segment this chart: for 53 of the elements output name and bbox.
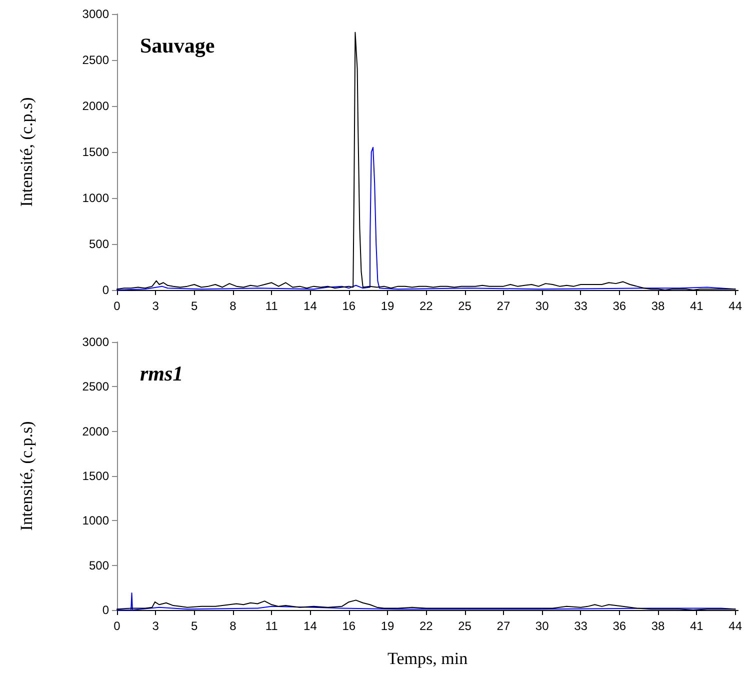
x-tick-label: 5 <box>190 619 198 633</box>
x-tick-label: 27 <box>496 619 510 633</box>
y-tick-label: 2500 <box>82 53 110 67</box>
x-tick-label: 41 <box>690 619 704 633</box>
x-tick-label: 44 <box>728 619 742 633</box>
x-tick-label: 14 <box>304 299 318 313</box>
x-tick-label: 22 <box>419 299 434 313</box>
y-tick-label: 1500 <box>82 469 110 483</box>
x-tick-label: 22 <box>419 619 434 633</box>
x-tick-label: 19 <box>380 299 395 313</box>
x-tick-label: 11 <box>265 619 278 633</box>
y-tick-label: 2000 <box>82 99 110 113</box>
y-tick-label: 2000 <box>82 424 110 438</box>
y-axis-title: Intensité, (c.p.s) <box>17 421 36 531</box>
x-tick-label: 0 <box>114 619 121 633</box>
text: rms1 <box>140 362 184 386</box>
x-tick-label: 0 <box>114 299 121 313</box>
x-tick-label: 36 <box>612 619 626 633</box>
x-tick-label: 38 <box>651 299 666 313</box>
y-tick-label: 1000 <box>82 514 110 528</box>
x-tick-label: 14 <box>304 619 318 633</box>
y-tick-label: 1000 <box>82 191 110 205</box>
x-tick-label: 44 <box>728 299 742 313</box>
x-tick-label: 8 <box>230 299 237 313</box>
x-tick-label: 36 <box>612 299 626 313</box>
y-tick-label: 0 <box>102 283 110 297</box>
x-tick-label: 41 <box>690 299 704 313</box>
x-tick-label: 38 <box>651 619 666 633</box>
x-tick-label: 3 <box>152 619 160 633</box>
x-tick-label: 25 <box>458 299 472 313</box>
x-tick-label: 16 <box>342 619 356 633</box>
x-tick-label: 5 <box>190 299 198 313</box>
y-tick-label: 3000 <box>82 335 110 349</box>
y-tick-label: 500 <box>88 237 110 251</box>
x-tick-label: 8 <box>230 619 237 633</box>
x-tick-label: 30 <box>535 299 550 313</box>
text: Sauvage <box>140 34 215 58</box>
x-tick-label: 33 <box>574 619 588 633</box>
x-tick-label: 3 <box>152 299 160 313</box>
y-tick-label: 500 <box>88 558 110 572</box>
y-tick-label: 0 <box>102 603 110 617</box>
x-tick-label: 33 <box>574 299 588 313</box>
y-tick-label: 3000 <box>82 7 110 21</box>
y-axis-title: Intensité, (c.p.s) <box>17 97 36 207</box>
x-tick-label: 16 <box>342 299 356 313</box>
y-tick-label: 2500 <box>82 380 110 394</box>
x-tick-label: 19 <box>380 619 395 633</box>
x-tick-label: 11 <box>265 299 278 313</box>
x-tick-label: 25 <box>458 619 472 633</box>
x-tick-label: 30 <box>535 619 550 633</box>
x-axis-title: Temps, min <box>388 649 468 668</box>
x-tick-label: 27 <box>496 299 510 313</box>
y-tick-label: 1500 <box>82 145 110 159</box>
